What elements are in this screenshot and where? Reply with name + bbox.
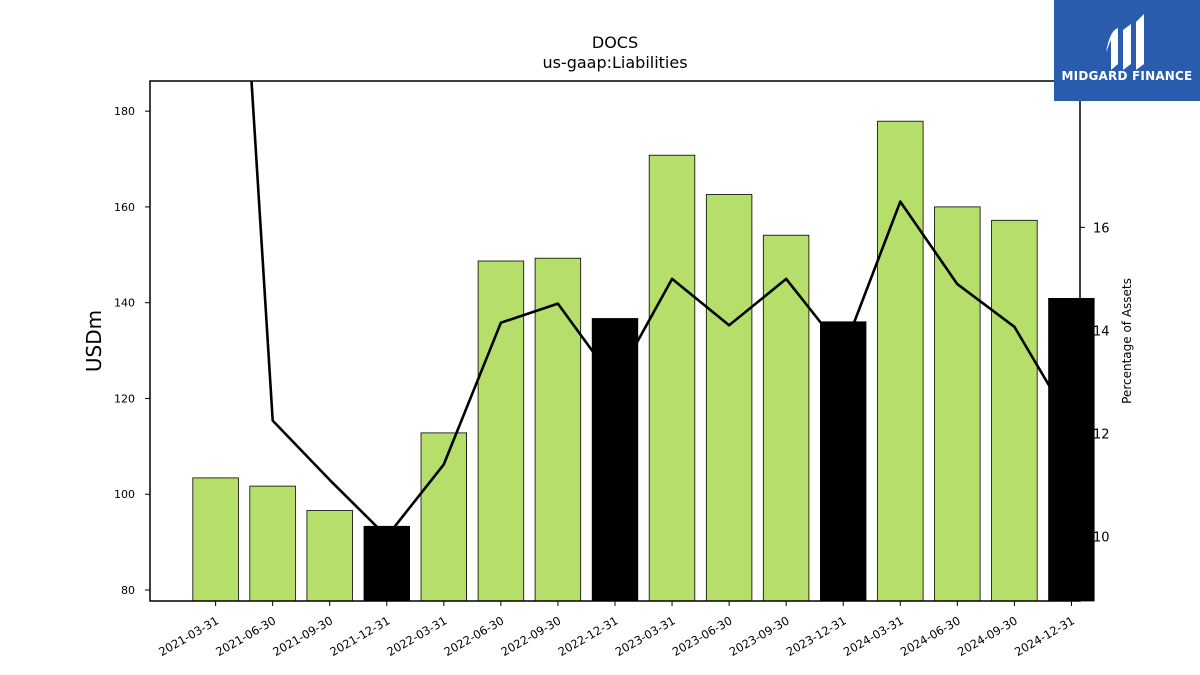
x-tick-label: 2021-09-30 [270,613,335,659]
bar-2024-06-30 [934,206,981,602]
x-tick-label: 2024-06-30 [898,613,963,659]
y2-tick-label: 14 [1093,324,1110,339]
x-tick-label: 2023-06-30 [670,613,735,659]
y-tick-label: 160 [114,201,135,214]
x-tick-label: 2021-12-31 [327,613,392,659]
x-tick-label: 2021-03-31 [156,613,221,659]
bar-2023-12-31 [820,321,867,602]
y-tick-label: 180 [114,105,135,118]
bar-2022-09-30 [534,257,582,602]
y-tick-label: 120 [114,392,135,405]
series-line-percentage [250,81,1073,538]
x-tick-label: 2024-09-30 [955,613,1020,659]
x-tick-label: 2023-09-30 [727,613,792,659]
x-tick-label: 2023-03-31 [613,613,678,659]
bar-2021-06-30 [249,485,296,602]
x-tick-label: 2022-06-30 [442,613,507,659]
bar-2021-09-30 [306,510,353,602]
chart-title: DOCS [592,33,638,52]
x-tick-label: 2024-12-31 [1012,613,1077,659]
x-tick-label: 2022-09-30 [499,613,564,659]
bar-2022-12-31 [591,318,639,602]
y-tick-label: 100 [114,488,135,501]
logo-text: MIDGARD FINANCE [1061,69,1193,83]
bars-layer [192,120,1095,602]
brand-logo: MIDGARD FINANCE [1054,0,1200,101]
logo-mark-icon [1106,14,1144,70]
y2-axis-label: Percentage of Assets [1120,278,1134,404]
x-tick-label: 2022-12-31 [556,613,621,659]
chart-subtitle: us-gaap:Liabilities [542,53,687,72]
bar-2023-06-30 [705,194,753,602]
x-tick-label: 2024-03-31 [841,613,906,659]
line-layer [250,81,1073,538]
y2-tick-label: 12 [1093,428,1110,443]
x-tick-label: 2021-06-30 [213,613,278,659]
bar-2024-03-31 [877,120,924,602]
y2-tick-label: 10 [1093,531,1110,546]
bar-2023-03-31 [648,154,696,602]
bar-2023-09-30 [762,234,810,602]
x-tick-label: 2022-03-31 [384,613,449,659]
bar-2022-06-30 [477,260,525,602]
y-tick-label: 80 [121,584,135,597]
y2-tick-label: 16 [1093,221,1110,236]
x-tick-label: 2023-12-31 [784,613,849,659]
y-axis-label: USDm [82,310,106,372]
bar-2021-12-31 [363,525,410,602]
bar-2022-03-31 [420,432,467,602]
bar-2021-03-31 [192,477,239,602]
y-tick-label: 140 [114,297,135,310]
bar-2024-09-30 [991,219,1038,602]
bar-2024-12-31 [1048,297,1095,602]
